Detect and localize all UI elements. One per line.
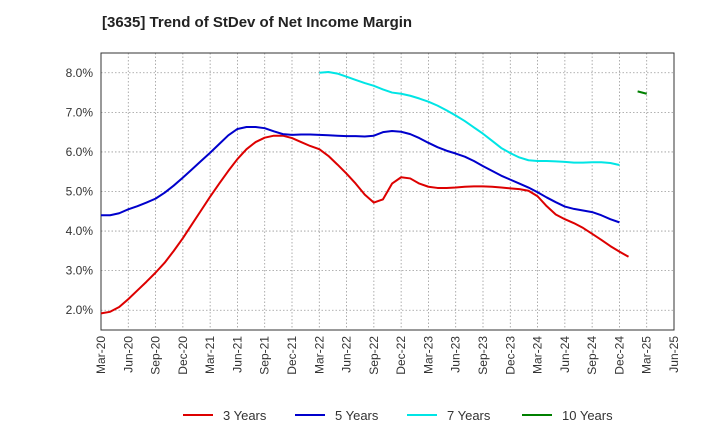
- x-tick-label: Mar-24: [531, 336, 545, 374]
- x-tick-label: Mar-23: [421, 336, 435, 374]
- plot-frame: [100, 52, 675, 331]
- legend-swatch: [295, 414, 325, 416]
- x-tick-label: Jun-20: [121, 336, 135, 373]
- x-tick-label: Dec-23: [503, 336, 517, 375]
- legend-swatch: [407, 414, 437, 416]
- legend-label: 10 Years: [562, 407, 613, 423]
- x-tick-label: Mar-22: [312, 336, 326, 374]
- chart-title: [3635] Trend of StDev of Net Income Marg…: [102, 14, 413, 31]
- x-tick-label: Sep-24: [585, 336, 599, 375]
- x-tick-label: Sep-22: [367, 336, 381, 375]
- legend-item: 3 Years: [183, 405, 266, 425]
- y-tick-label: 6.0%: [66, 145, 94, 159]
- x-tick-label: Sep-23: [476, 336, 490, 375]
- legend-item: 5 Years: [295, 405, 378, 425]
- series-line-10-years: [637, 90, 647, 95]
- y-tick-label: 3.0%: [66, 264, 94, 278]
- series-layer: [100, 70, 647, 315]
- legend-item: 7 Years: [407, 405, 490, 425]
- legend-swatch: [522, 414, 552, 416]
- legend: 3 Years 5 Years 7 Years 10 Years: [0, 405, 720, 425]
- x-tick-label: Jun-21: [230, 336, 244, 373]
- x-tick-label: Dec-22: [394, 336, 408, 375]
- legend-item: 10 Years: [522, 405, 613, 425]
- x-tick-label: Jun-22: [340, 336, 354, 373]
- tick-layer: 2.0% 3.0% 4.0% 5.0% 6.0% 7.0% 8.0% Mar-20 Jun-20…: [66, 66, 681, 375]
- x-tick-label: Dec-20: [176, 336, 190, 375]
- x-tick-label: Mar-25: [640, 336, 654, 374]
- x-tick-label: Mar-21: [203, 336, 217, 374]
- legend-swatch: [183, 414, 213, 416]
- x-tick-label: Jun-25: [667, 336, 681, 373]
- x-tick-label: Mar-20: [94, 336, 108, 374]
- y-tick-label: 7.0%: [66, 105, 94, 119]
- y-tick-label: 5.0%: [66, 185, 94, 199]
- legend-label: 5 Years: [335, 407, 379, 423]
- x-tick-label: Jun-24: [558, 336, 572, 373]
- series-line-5-years: [101, 126, 620, 224]
- grid-layer: [100, 53, 675, 330]
- legend-label: 3 Years: [223, 407, 267, 423]
- x-tick-label: Sep-21: [258, 336, 272, 375]
- y-tick-label: 2.0%: [66, 303, 94, 317]
- x-tick-label: Dec-21: [285, 336, 299, 375]
- series-line-3-years: [100, 134, 630, 315]
- y-tick-label: 4.0%: [66, 224, 94, 238]
- x-tick-label: Jun-23: [449, 336, 463, 373]
- legend-label: 7 Years: [447, 407, 491, 423]
- series-line-7-years: [319, 70, 620, 166]
- axis-layer: [100, 52, 675, 331]
- y-tick-label: 8.0%: [66, 66, 94, 80]
- x-tick-label: Dec-24: [612, 336, 626, 375]
- x-tick-label: Sep-20: [149, 336, 163, 375]
